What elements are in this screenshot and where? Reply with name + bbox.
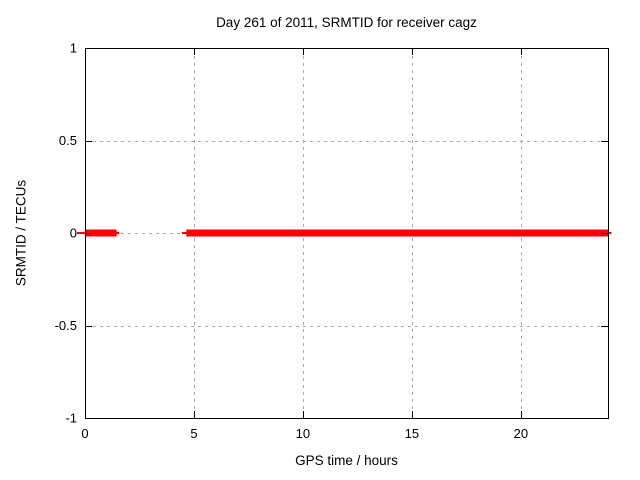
x-tick-label: 0 xyxy=(81,426,88,441)
y-tick-label: 0 xyxy=(70,226,77,241)
x-tick-label: 20 xyxy=(514,426,528,441)
chart-title: Day 261 of 2011, SRMTID for receiver cag… xyxy=(216,15,477,30)
y-tick-label: 1 xyxy=(70,41,77,56)
x-axis-label: GPS time / hours xyxy=(295,453,398,468)
y-tick-label: -1 xyxy=(65,411,77,426)
y-tick-label: 0.5 xyxy=(59,133,77,148)
y-tick-label: -0.5 xyxy=(55,318,77,333)
x-tick-label: 10 xyxy=(296,426,310,441)
x-tick-label: 15 xyxy=(405,426,419,441)
x-tick-label: 5 xyxy=(190,426,197,441)
